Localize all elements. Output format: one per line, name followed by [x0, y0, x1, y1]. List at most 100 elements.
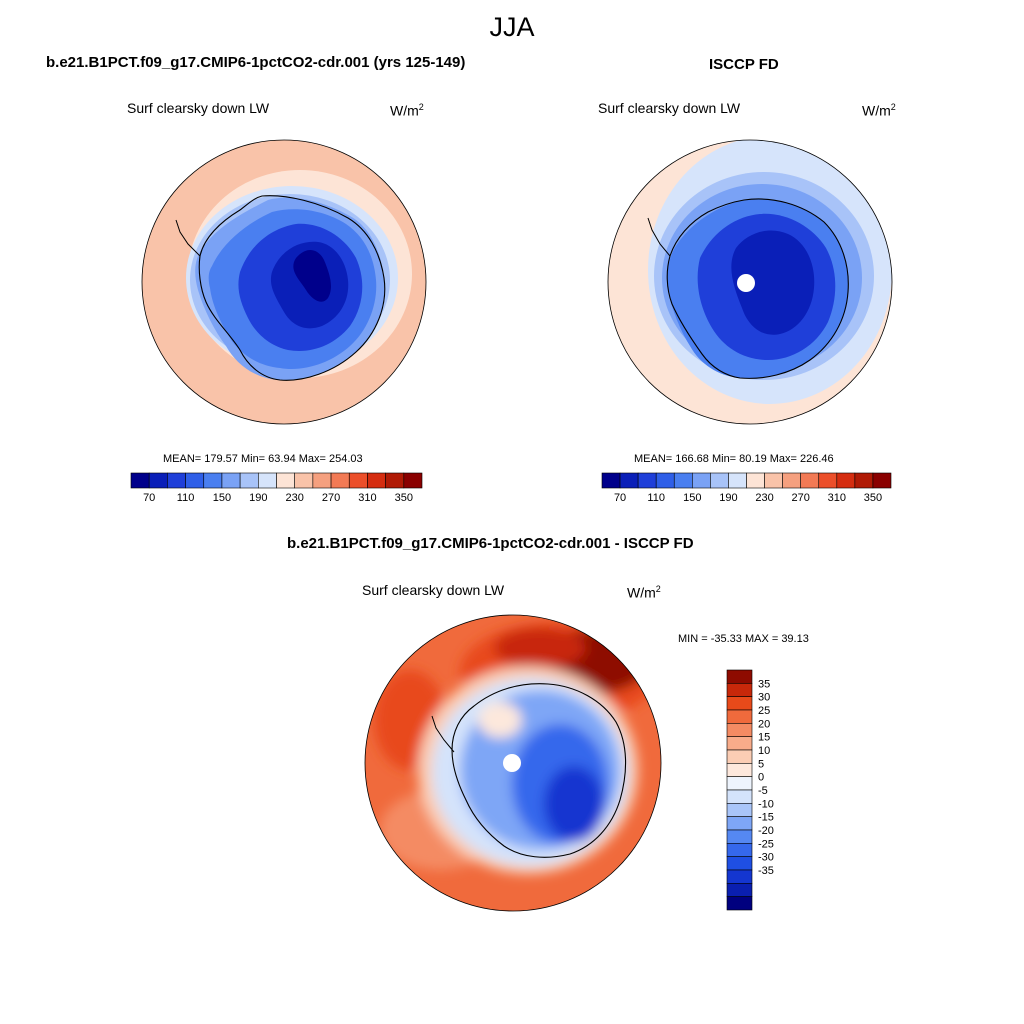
panel1-band-plateau-core — [293, 249, 331, 302]
panel1-variable-label: Surf clearsky down LW — [127, 100, 270, 116]
panel1-colorbar-tick-label: 70 — [143, 492, 155, 504]
panel2-colorbar-box — [872, 472, 892, 489]
panel3-colorbar-tick-label: 35 — [758, 678, 770, 690]
panel2-colorbar-box — [692, 472, 711, 489]
panel2-colorbar-box — [782, 472, 801, 489]
panel3-colorbar-box — [726, 669, 753, 684]
panel1-colorbar-box — [221, 472, 241, 489]
panel1-colorbar-box — [239, 472, 259, 489]
season-title: JJA — [489, 12, 535, 42]
panel3-colorbar-box — [726, 883, 753, 897]
panel2-variable-label: Surf clearsky down LW — [598, 100, 741, 116]
panel3-units: W/m2 — [627, 584, 661, 601]
panel2-colorbar-box — [800, 472, 820, 489]
panel1-map — [142, 140, 426, 424]
panel2-colorbar-box — [836, 472, 856, 489]
panel2-colorbar-tick-label: 150 — [683, 492, 701, 504]
panel3-colorbar-box — [726, 736, 753, 751]
panel2-colorbar-box — [601, 472, 621, 489]
panel3-colorbar-tick-label: -30 — [758, 852, 774, 864]
panel2-colorbar-tick-label: 230 — [755, 492, 773, 504]
panel1-colorbar-tick-label: 230 — [286, 492, 304, 504]
panel3-colorbar-box — [726, 776, 753, 791]
panel3-peninsula-coastline — [431, 715, 455, 753]
panel2-peninsula-coastline — [647, 217, 671, 257]
panel3-colorbar-box — [726, 789, 753, 804]
panel3-colorbar-box — [726, 829, 753, 844]
panel3-colorbar-box — [726, 869, 753, 884]
panel2-colorbar-box — [710, 472, 729, 489]
panel2-colorbar-tick-label: 190 — [719, 492, 737, 504]
panel3-colorbar-tick-label: -10 — [758, 798, 774, 810]
panel1-colorbar-tick-label: 310 — [358, 492, 376, 504]
panel3-colorbar-tick-label: -15 — [758, 812, 774, 824]
panel3-colorbar-box — [726, 816, 753, 831]
panel3-stats: MIN = -35.33 MAX = 39.13 — [678, 633, 809, 645]
panel1-stats: MEAN= 179.57 Min= 63.94 Max= 254.03 — [163, 453, 363, 465]
panel2-colorbar-box — [746, 472, 765, 489]
panel3-colorbar-box — [726, 709, 753, 724]
panel1-colorbar-box — [258, 472, 277, 489]
panel2-colorbar-tick-label: 310 — [828, 492, 846, 504]
panel3-colorbar-box — [726, 803, 753, 817]
panel3-patch-min — [544, 766, 604, 842]
panel1-colorbar-box — [330, 472, 350, 489]
panel2-colorbar-box — [655, 472, 675, 489]
panel3-colorbar-tick-label: 5 — [758, 758, 764, 770]
panel2-colorbar: 70 110 150 190 230 270 310 350 — [601, 472, 892, 504]
panel3-colorbar-tick-label: -20 — [758, 825, 774, 837]
panel2-colorbar-tick-label: 350 — [864, 492, 882, 504]
panel3-colorbar-box — [726, 749, 753, 764]
panel1-colorbar-box — [276, 472, 295, 489]
panel3-colorbar-box — [726, 856, 753, 871]
panel1-colorbar-box — [167, 472, 186, 489]
panel3-colorbar-tick-label: -35 — [758, 865, 774, 877]
panel1-colorbar-tick-label: 270 — [322, 492, 340, 504]
panel1-colorbar-tick-label: 110 — [177, 492, 195, 504]
panel2-map — [608, 140, 892, 424]
panel2-units: W/m2 — [862, 102, 896, 119]
panel2-colorbar-tick-label: 70 — [614, 492, 626, 504]
panel3-colorbar-box — [726, 843, 753, 857]
panel2-colorbar-box — [728, 472, 747, 489]
panel3-colorbar-tick-label: -5 — [758, 785, 768, 797]
panel2-antarctic-coastline — [666, 198, 849, 379]
panel2-map-border — [607, 139, 893, 425]
panel1-map-border — [141, 139, 427, 425]
panel2-colorbar-box — [619, 472, 639, 489]
panel3-colorbar-box — [726, 896, 753, 911]
panel1-colorbar-tick-label: 350 — [395, 492, 413, 504]
panel2-colorbar-box — [637, 472, 657, 489]
panel1-title: b.e21.B1PCT.f09_g17.CMIP6-1pctCO2-cdr.00… — [46, 54, 466, 71]
panel1-colorbar-tick-label: 150 — [213, 492, 231, 504]
panel2-colorbar-tick-label: 270 — [792, 492, 810, 504]
panel1-colorbar-box — [367, 472, 386, 489]
panel3-colorbar-tick-label: -25 — [758, 838, 774, 850]
panel1-units: W/m2 — [390, 102, 424, 119]
panel2-band-plateau — [731, 230, 815, 335]
panel3-colorbar-tick-label: 15 — [758, 732, 770, 744]
panel3-colorbar-box — [726, 723, 753, 737]
panel3-patch-plateau-warm — [478, 702, 522, 738]
panel3-map — [365, 615, 661, 911]
panel1-colorbar-tick-label: 190 — [249, 492, 267, 504]
panel3-colorbar-tick-label: 30 — [758, 692, 770, 704]
panel2-colorbar-box — [673, 472, 693, 489]
panel1-antarctic-coastline — [198, 195, 386, 381]
panel1-colorbar-box — [185, 472, 205, 489]
panel2-colorbar-box — [854, 472, 874, 489]
panel3-colorbar-box — [726, 683, 753, 697]
panel3-title: b.e21.B1PCT.f09_g17.CMIP6-1pctCO2-cdr.00… — [287, 535, 694, 552]
panel2-title: ISCCP FD — [709, 56, 779, 73]
panel1-colorbar-box — [385, 472, 405, 489]
panel1-colorbar-box — [203, 472, 223, 489]
panel2-pole-hole — [737, 274, 755, 292]
panel2-colorbar-box — [764, 472, 783, 489]
panel1-colorbar: 70 110 150 190 230 270 310 350 — [130, 472, 423, 504]
panel1-colorbar-box — [403, 472, 423, 489]
panel3-colorbar-box — [726, 696, 753, 711]
panel3-patch-north-strong — [494, 628, 586, 668]
panel1-peninsula-coastline — [175, 219, 201, 257]
